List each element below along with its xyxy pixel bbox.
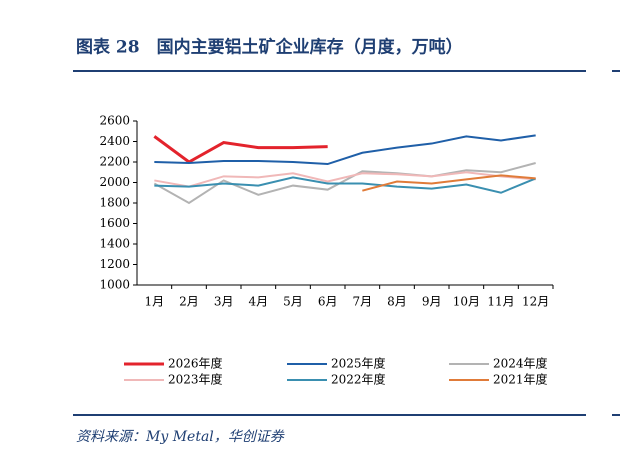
x-tick-label: 12月 — [522, 295, 549, 309]
x-tick-label: 8月 — [387, 295, 407, 309]
series-line — [154, 176, 537, 194]
x-tick-label: 6月 — [318, 295, 338, 309]
y-tick-label: 1200 — [99, 257, 130, 271]
x-tick-label: 3月 — [214, 295, 234, 309]
series-line — [154, 134, 536, 166]
series-line — [153, 135, 328, 164]
x-tick-label: 4月 — [249, 295, 269, 309]
legend-label: 2026年度 — [168, 356, 223, 371]
legend-label: 2025年度 — [331, 356, 386, 371]
y-tick-label: 1000 — [99, 278, 130, 292]
x-tick-label: 7月 — [353, 295, 373, 309]
legend-label: 2023年度 — [168, 372, 223, 387]
x-tick-label: 5月 — [283, 295, 303, 309]
y-tick-label: 2000 — [99, 175, 130, 189]
y-tick-label: 2200 — [99, 155, 130, 169]
y-tick-label: 2600 — [99, 114, 130, 128]
x-tick-label: 2月 — [179, 295, 199, 309]
series-line — [362, 174, 536, 192]
x-tick-label: 11月 — [487, 295, 514, 309]
source: 资料来源：My Metal，华创证券 — [76, 429, 285, 445]
series-line — [154, 171, 536, 188]
chart-title: 图表 28 国内主要铝土矿企业库存（月度，万吨） — [76, 37, 463, 58]
legend-label: 2024年度 — [493, 356, 548, 371]
y-tick-label: 1400 — [99, 237, 130, 251]
x-tick-label: 1月 — [145, 295, 165, 309]
legend-label: 2022年度 — [331, 372, 386, 387]
y-tick-label: 1800 — [99, 196, 130, 210]
legend-label: 2021年度 — [493, 372, 548, 387]
x-tick-label: 10月 — [453, 295, 480, 309]
y-tick-label: 1600 — [99, 216, 130, 230]
y-tick-label: 2400 — [99, 134, 130, 148]
x-tick-label: 9月 — [422, 295, 442, 309]
